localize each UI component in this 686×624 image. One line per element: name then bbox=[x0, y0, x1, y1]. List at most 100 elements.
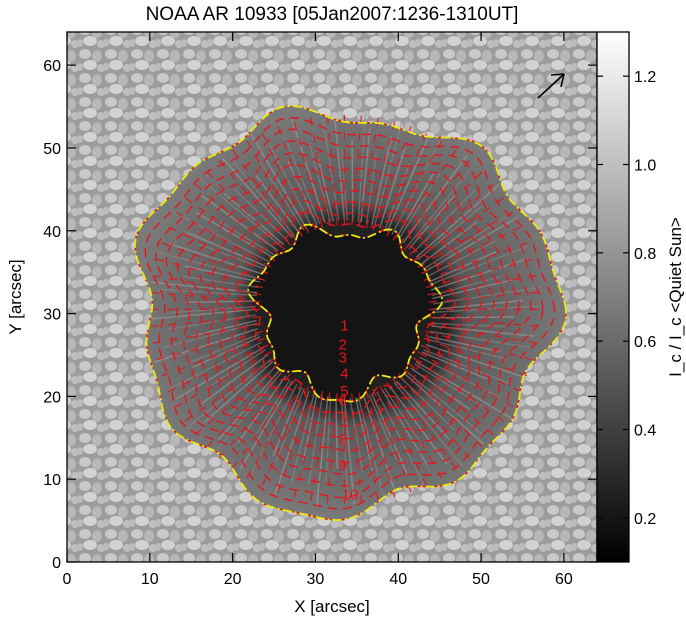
radial-segment bbox=[148, 256, 263, 289]
radial-segment bbox=[379, 385, 431, 494]
radial-segment bbox=[351, 107, 363, 226]
penumbral-filament bbox=[432, 286, 542, 305]
penumbral-filament bbox=[168, 243, 264, 275]
radial-segment bbox=[153, 239, 266, 282]
penumbral-filament bbox=[302, 393, 318, 463]
penumbral-filament bbox=[185, 333, 260, 365]
radial-segment bbox=[420, 223, 529, 275]
penumbral-filament bbox=[223, 192, 285, 246]
x-axis-label: X [arcsec] bbox=[294, 597, 370, 616]
radial-segment bbox=[417, 207, 521, 268]
penumbral-filament bbox=[171, 210, 270, 263]
radial-segment bbox=[258, 385, 310, 494]
ring-label: 6 bbox=[339, 393, 347, 410]
radial-segment bbox=[291, 113, 324, 228]
radial-segment bbox=[392, 142, 462, 241]
penumbral-filament bbox=[415, 184, 500, 258]
penumbral-filament bbox=[201, 353, 269, 405]
penumbral-filament bbox=[291, 118, 326, 224]
colorbar-tick-label: 0.2 bbox=[634, 511, 656, 528]
penumbral-filament bbox=[381, 389, 429, 466]
penumbral-filament bbox=[423, 215, 507, 270]
ring-contour bbox=[144, 116, 556, 510]
penumbral-filament bbox=[175, 346, 265, 400]
radial-segment bbox=[326, 393, 338, 512]
ring-contour bbox=[165, 140, 532, 487]
penumbral-filament bbox=[204, 349, 266, 391]
radial-segment bbox=[308, 109, 331, 227]
radial-segment bbox=[144, 273, 262, 296]
radial-segment bbox=[326, 107, 338, 226]
penumbral-filament bbox=[274, 388, 305, 464]
penumbral-filament bbox=[167, 314, 257, 331]
penumbral-filament bbox=[217, 369, 281, 441]
colorbar-label: I_c / I_c <Quiet Sun> bbox=[666, 217, 685, 377]
radial-segment bbox=[213, 373, 291, 466]
penumbral-filament bbox=[357, 112, 367, 222]
radial-segment bbox=[200, 368, 286, 454]
penumbral-filament bbox=[406, 371, 486, 438]
radial-segment bbox=[408, 178, 501, 256]
penumbra-boundary bbox=[133, 104, 567, 522]
radial-segment bbox=[358, 392, 381, 510]
penumbral-filament bbox=[290, 392, 315, 486]
radial-segment bbox=[144, 323, 262, 346]
penumbral-filament bbox=[427, 338, 507, 360]
penumbral-filament bbox=[395, 171, 435, 239]
ring-label: 10 bbox=[342, 486, 359, 503]
radial-segment bbox=[227, 142, 297, 241]
ring-label: 7 bbox=[340, 414, 348, 431]
radial-segment bbox=[425, 330, 541, 363]
colorbar-ticks: 0.2 0.4 0.6 0.8 1.0 1.2 bbox=[597, 69, 656, 528]
colorbar-tick-label: 1.0 bbox=[634, 158, 656, 175]
penumbral-filament bbox=[421, 351, 487, 380]
penumbral-filament bbox=[274, 390, 310, 495]
radial-segment bbox=[403, 368, 489, 454]
umbra-boundary bbox=[247, 223, 444, 403]
penumbral-filament bbox=[203, 361, 274, 424]
ring-label: 9 bbox=[339, 457, 347, 474]
penumbral-filament bbox=[334, 117, 346, 221]
radial-segment bbox=[379, 125, 431, 234]
radial-segment bbox=[148, 330, 263, 363]
chart-title: NOAA AR 10933 [05Jan2007:1236-1310UT] bbox=[146, 4, 519, 25]
ring-label: 5 bbox=[340, 383, 348, 400]
radial-segment bbox=[372, 118, 415, 231]
radial-segment bbox=[160, 344, 269, 396]
radial-segment bbox=[403, 165, 489, 251]
x-tick-label: 20 bbox=[224, 571, 242, 588]
radial-segment bbox=[428, 316, 547, 328]
x-tick-label: 40 bbox=[389, 571, 407, 588]
y-tick-label: 60 bbox=[43, 58, 61, 75]
penumbral-filament bbox=[396, 380, 450, 440]
radial-segment bbox=[168, 351, 272, 412]
radial-segment bbox=[308, 392, 331, 510]
penumbral-filament bbox=[431, 275, 501, 297]
radial-segment bbox=[413, 192, 511, 262]
penumbral-filament bbox=[402, 155, 468, 244]
penumbral-filament bbox=[371, 136, 392, 226]
penumbral-filament bbox=[432, 278, 516, 300]
radial-segment bbox=[200, 165, 286, 251]
penumbral-filament bbox=[379, 147, 406, 229]
radial-segment bbox=[417, 351, 521, 412]
radial-segment bbox=[258, 125, 310, 234]
radial-segment bbox=[358, 109, 381, 227]
penumbral-filament bbox=[354, 397, 374, 473]
radial-segment bbox=[213, 153, 291, 246]
radial-segment bbox=[372, 388, 415, 501]
ring-contour bbox=[187, 163, 508, 464]
ring-contour bbox=[222, 199, 470, 428]
radial-segments bbox=[141, 106, 548, 513]
colorbar bbox=[597, 32, 629, 562]
radial-segment bbox=[274, 388, 317, 501]
penumbral-filament bbox=[406, 171, 470, 248]
radial-segment bbox=[386, 382, 447, 486]
radial-segment bbox=[351, 393, 363, 512]
x-tick-label: 50 bbox=[472, 571, 490, 588]
penumbral-filament bbox=[168, 341, 263, 390]
penumbral-filament bbox=[186, 232, 267, 268]
